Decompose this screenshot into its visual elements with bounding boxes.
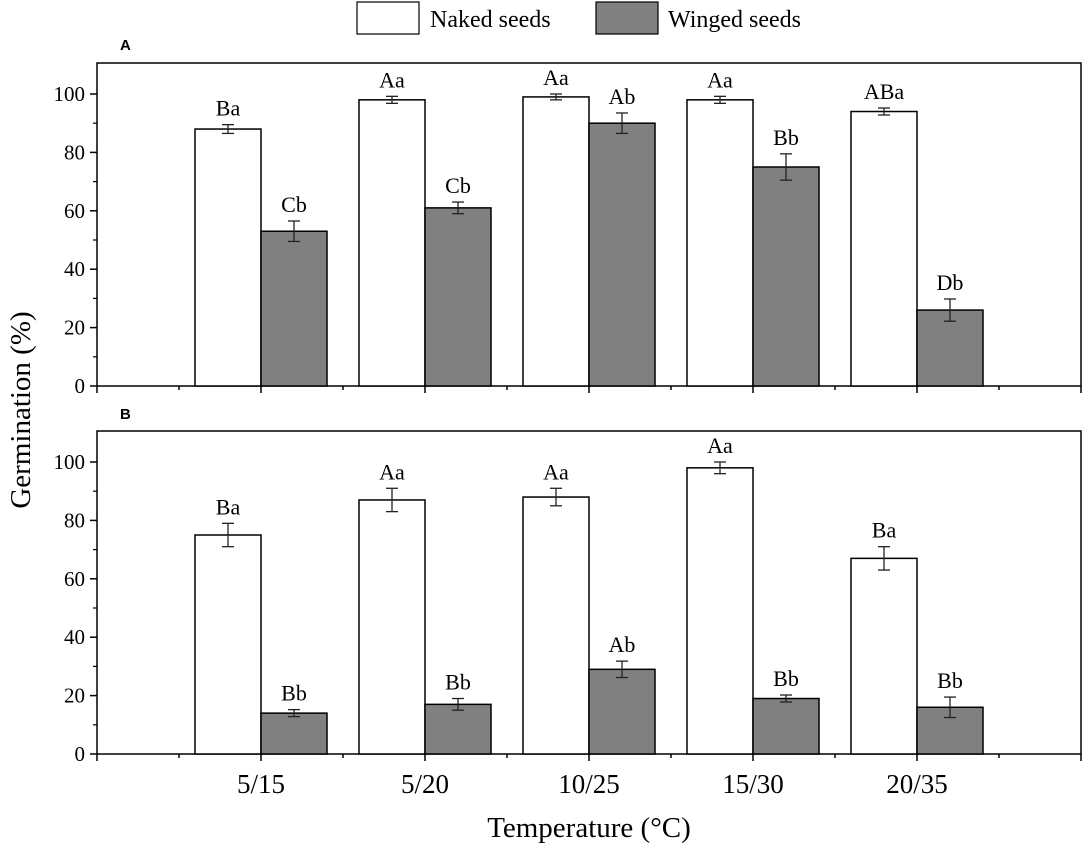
- panel-b-x-ticks: [96, 754, 1082, 761]
- bar-winged-5-20: [424, 703, 492, 755]
- significance-label: Aa: [543, 65, 569, 90]
- significance-label: ABa: [864, 79, 905, 104]
- y-tick-label: 60: [64, 199, 85, 223]
- significance-label: Bb: [445, 670, 471, 695]
- legend: Naked seeds Winged seeds: [356, 1, 801, 35]
- panel-a: A 0 20 40 60 80 100 Ba Aa Aa Aa ABa Cb Cb Ab Bb Db: [54, 37, 1082, 398]
- y-tick-label: 100: [54, 450, 86, 474]
- panel-a-y-ticks: 0 20 40 60 80 100: [54, 82, 97, 398]
- legend-label-winged: Winged seeds: [668, 7, 801, 33]
- significance-label: Ba: [216, 494, 241, 519]
- x-category-label: 15/30: [722, 769, 784, 799]
- panel-a-x-ticks: [96, 386, 1082, 393]
- y-tick-label: 20: [64, 316, 85, 340]
- significance-label: Bb: [773, 666, 799, 691]
- significance-label: Db: [937, 270, 964, 295]
- significance-label: Cb: [281, 192, 307, 217]
- significance-label: Ba: [216, 96, 241, 121]
- x-category-label: 5/15: [237, 769, 285, 799]
- x-category-labels: 5/15 5/20 10/25 15/30 20/35: [237, 769, 948, 799]
- y-axis-title: Germination (%): [5, 311, 37, 508]
- panel-b-error-bars: [222, 461, 956, 719]
- bar-naked-5-20: [358, 499, 426, 755]
- y-tick-label: 80: [64, 140, 85, 164]
- y-tick-label: 80: [64, 508, 85, 532]
- bar-winged-10-25: [588, 668, 656, 755]
- panel-b-bar-labels: Ba Aa Aa Aa Ba Bb Bb Ab Bb Bb: [216, 433, 963, 706]
- panel-b-bars: [194, 467, 984, 755]
- bar-winged-10-25: [588, 122, 656, 387]
- significance-label: Ab: [609, 632, 636, 657]
- bar-naked-10-25: [522, 496, 590, 755]
- significance-label: Cb: [445, 173, 471, 198]
- significance-label: Ba: [872, 518, 897, 543]
- significance-label: Aa: [707, 433, 733, 458]
- bar-naked-5-15: [194, 534, 262, 755]
- panel-a-bars: [194, 96, 984, 387]
- y-tick-label: 100: [54, 82, 86, 106]
- y-tick-label: 40: [64, 257, 85, 281]
- bar-winged-5-15: [260, 712, 328, 755]
- x-category-label: 5/20: [401, 769, 449, 799]
- x-category-label: 10/25: [558, 769, 620, 799]
- bar-winged-5-15: [260, 230, 328, 387]
- bar-naked-20-35: [850, 110, 918, 387]
- y-tick-label: 0: [75, 742, 86, 766]
- significance-label: Bb: [281, 681, 307, 706]
- bar-winged-15-30: [752, 166, 820, 387]
- bar-naked-5-20: [358, 99, 426, 387]
- bar-winged-15-30: [752, 697, 820, 755]
- y-tick-label: 0: [75, 374, 86, 398]
- y-tick-label: 40: [64, 625, 85, 649]
- legend-swatch-winged: [595, 1, 659, 35]
- significance-label: Bb: [773, 125, 799, 150]
- panel-a-label: A: [120, 37, 131, 54]
- legend-label-naked: Naked seeds: [430, 7, 551, 33]
- bar-winged-5-20: [424, 207, 492, 387]
- y-tick-label: 20: [64, 684, 85, 708]
- x-category-label: 20/35: [886, 769, 948, 799]
- significance-label: Aa: [543, 459, 569, 484]
- bar-naked-15-30: [686, 467, 754, 755]
- y-tick-label: 60: [64, 567, 85, 591]
- bar-naked-10-25: [522, 96, 590, 387]
- bar-winged-20-35: [916, 309, 984, 387]
- panel-b-y-ticks: 0 20 40 60 80 100: [54, 450, 97, 766]
- significance-label: Bb: [937, 668, 963, 693]
- legend-swatch-naked: [356, 1, 420, 35]
- significance-label: Aa: [707, 67, 733, 92]
- x-axis-title: Temperature (°C): [487, 812, 691, 844]
- bar-naked-20-35: [850, 557, 918, 755]
- panel-a-bar-labels: Ba Aa Aa Aa ABa Cb Cb Ab Bb Db: [216, 65, 964, 295]
- significance-label: Aa: [379, 459, 405, 484]
- bar-naked-5-15: [194, 128, 262, 387]
- panel-b: B 0 20 40 60 80 100 Ba Aa Aa Aa Ba Bb Bb Ab Bb Bb 5/15…: [54, 406, 1082, 799]
- panel-a-error-bars: [222, 93, 956, 322]
- bar-naked-15-30: [686, 99, 754, 387]
- panel-b-label: B: [120, 406, 131, 423]
- significance-label: Ab: [609, 84, 636, 109]
- significance-label: Aa: [379, 67, 405, 92]
